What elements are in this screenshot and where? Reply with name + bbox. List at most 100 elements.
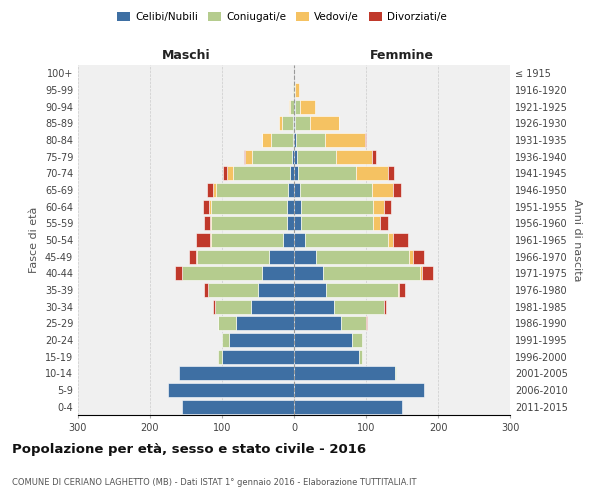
Bar [216, 183, 288, 197]
Bar [388, 166, 394, 180]
Bar [359, 350, 362, 364]
Bar [294, 216, 301, 230]
Bar [211, 200, 287, 214]
Bar [215, 300, 251, 314]
Bar [290, 100, 294, 114]
Bar [294, 83, 295, 97]
Bar [294, 100, 295, 114]
Bar [399, 283, 405, 297]
Bar [310, 116, 338, 130]
Bar [388, 233, 394, 247]
Bar [294, 116, 295, 130]
Text: Maschi: Maschi [161, 48, 211, 62]
Bar [297, 150, 337, 164]
Bar [283, 116, 293, 130]
Bar [294, 316, 341, 330]
Bar [287, 216, 294, 230]
Bar [292, 150, 294, 164]
Bar [295, 116, 310, 130]
Bar [262, 266, 294, 280]
Bar [372, 183, 394, 197]
Bar [283, 233, 294, 247]
Bar [227, 166, 233, 180]
Bar [409, 250, 413, 264]
Bar [290, 166, 294, 180]
Bar [233, 166, 290, 180]
Bar [398, 283, 399, 297]
Bar [251, 300, 294, 314]
Bar [287, 200, 294, 214]
Bar [294, 383, 424, 397]
Bar [179, 366, 294, 380]
Bar [294, 233, 305, 247]
Bar [244, 150, 245, 164]
Bar [295, 100, 301, 114]
Bar [356, 166, 388, 180]
Bar [316, 250, 409, 264]
Bar [352, 333, 362, 347]
Text: Popolazione per età, sesso e stato civile - 2016: Popolazione per età, sesso e stato civil… [12, 442, 366, 456]
Bar [301, 216, 373, 230]
Legend: Celibi/Nubili, Coniugati/e, Vedovi/e, Divorziati/e: Celibi/Nubili, Coniugati/e, Vedovi/e, Di… [113, 8, 451, 26]
Bar [222, 333, 229, 347]
Bar [229, 333, 294, 347]
Bar [294, 250, 316, 264]
Bar [422, 266, 433, 280]
Bar [298, 166, 356, 180]
Bar [294, 150, 297, 164]
Bar [189, 250, 196, 264]
Bar [325, 133, 365, 147]
Bar [204, 283, 208, 297]
Bar [294, 300, 334, 314]
Bar [288, 183, 294, 197]
Bar [294, 283, 326, 297]
Bar [214, 300, 215, 314]
Bar [203, 200, 209, 214]
Bar [366, 316, 367, 330]
Bar [294, 266, 323, 280]
Bar [210, 216, 211, 230]
Bar [212, 183, 216, 197]
Bar [196, 233, 211, 247]
Bar [301, 200, 373, 214]
Bar [245, 150, 252, 164]
Bar [269, 250, 294, 264]
Bar [175, 266, 182, 280]
Bar [380, 216, 388, 230]
Y-axis label: Fasce di età: Fasce di età [29, 207, 39, 273]
Bar [420, 266, 422, 280]
Bar [301, 100, 315, 114]
Bar [384, 300, 386, 314]
Bar [394, 233, 408, 247]
Y-axis label: Anni di nascita: Anni di nascita [572, 198, 581, 281]
Bar [197, 250, 269, 264]
Bar [305, 233, 388, 247]
Bar [208, 283, 258, 297]
Bar [373, 150, 376, 164]
Bar [394, 183, 401, 197]
Bar [295, 83, 299, 97]
Bar [323, 266, 420, 280]
Bar [365, 133, 366, 147]
Bar [334, 300, 384, 314]
Bar [341, 316, 366, 330]
Bar [218, 316, 236, 330]
Bar [223, 166, 227, 180]
Bar [279, 116, 283, 130]
Bar [252, 150, 292, 164]
Bar [294, 350, 359, 364]
Bar [289, 100, 290, 114]
Bar [294, 333, 352, 347]
Bar [204, 216, 210, 230]
Bar [168, 383, 294, 397]
Bar [373, 216, 380, 230]
Bar [294, 400, 402, 414]
Bar [222, 350, 294, 364]
Bar [294, 183, 300, 197]
Bar [294, 200, 301, 214]
Bar [373, 200, 384, 214]
Bar [211, 216, 287, 230]
Bar [182, 266, 262, 280]
Bar [413, 250, 424, 264]
Bar [196, 250, 197, 264]
